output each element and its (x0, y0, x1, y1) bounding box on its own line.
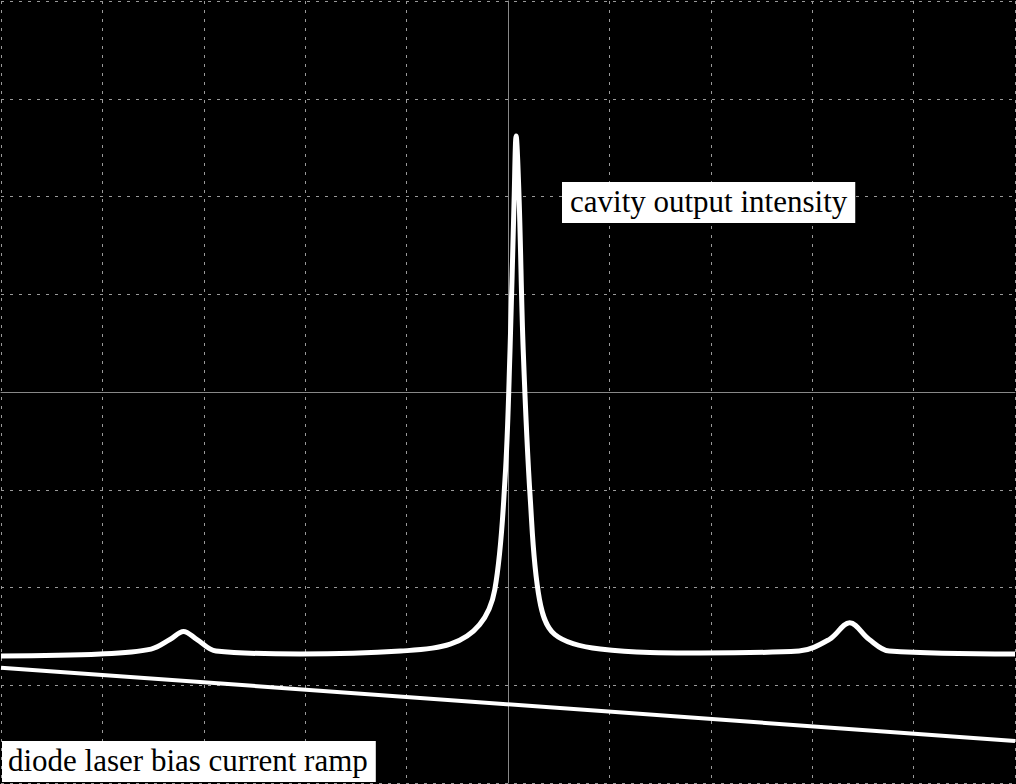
svg-text:cavity output intensity: cavity output intensity (570, 184, 848, 219)
svg-text:diode laser bias current ramp: diode laser bias current ramp (8, 743, 368, 778)
